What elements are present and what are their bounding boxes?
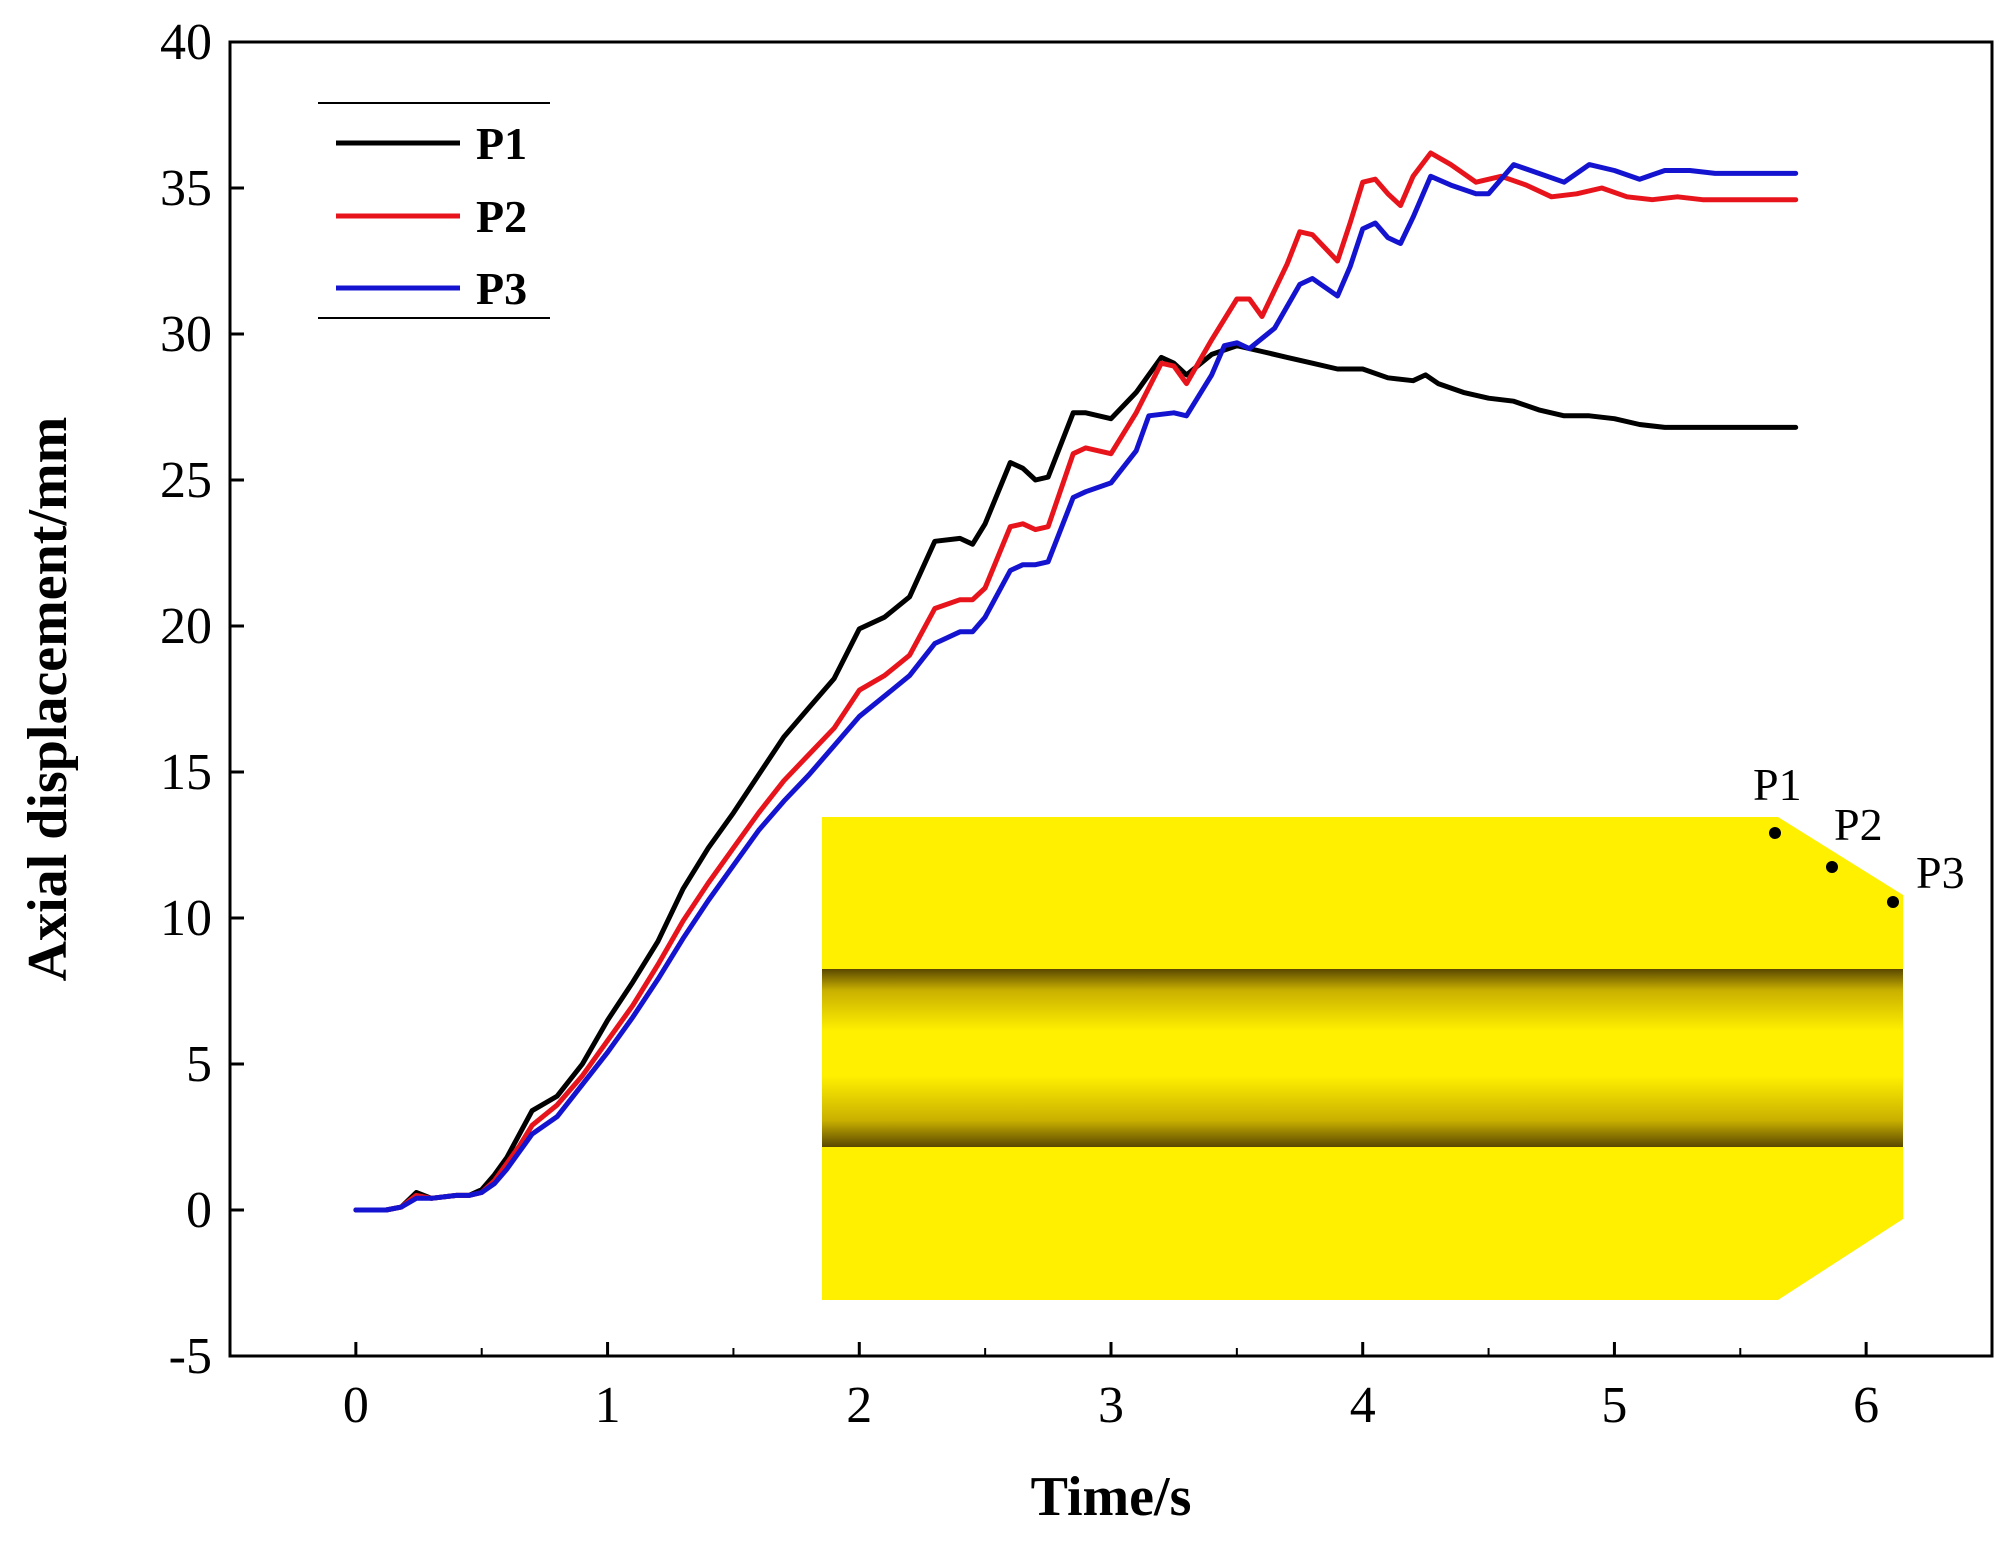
y-tick-label: 5 <box>186 1036 212 1093</box>
inset-point-p1 <box>1769 827 1781 839</box>
inset-point-p2 <box>1826 861 1838 873</box>
legend-label-p2: P2 <box>476 191 527 242</box>
y-tick-label: 25 <box>160 452 212 509</box>
inset-point-p3 <box>1887 896 1899 908</box>
inset-bore <box>822 969 1903 1147</box>
x-axis-ticks: 0 1 2 3 4 5 6 <box>229 1342 1993 1434</box>
series-layer <box>353 150 1799 1213</box>
y-tick-label: 0 <box>186 1182 212 1239</box>
legend: P1 P2 P3 <box>318 102 550 319</box>
series-line-p3 <box>353 162 1799 1213</box>
x-tick-label: 1 <box>595 1377 621 1434</box>
inset-label-p2: P2 <box>1834 799 1883 850</box>
y-tick-label: 30 <box>160 306 212 363</box>
y-tick-label: 35 <box>160 160 212 217</box>
x-tick-label: 3 <box>1098 1377 1124 1434</box>
legend-label-p1: P1 <box>476 118 527 169</box>
x-tick-label: 4 <box>1350 1377 1376 1434</box>
x-axis-title: Time/s <box>1031 1466 1192 1528</box>
y-tick-label: -5 <box>169 1328 212 1385</box>
inset-illustration: P1 P2 P3 <box>822 759 1965 1300</box>
x-tick-label: 2 <box>846 1377 872 1434</box>
y-tick-label: 40 <box>160 14 212 71</box>
y-tick-label: 20 <box>160 598 212 655</box>
y-axis-ticks: -5 0 5 10 15 20 25 30 35 40 <box>160 14 244 1385</box>
series-line-p1 <box>353 343 1799 1213</box>
series-line-p2 <box>353 150 1799 1213</box>
legend-label-p3: P3 <box>476 263 527 314</box>
y-axis-title: Axial displacement/mm <box>17 417 79 982</box>
inset-label-p3: P3 <box>1916 847 1965 898</box>
y-tick-label: 15 <box>160 744 212 801</box>
x-tick-label: 6 <box>1853 1377 1879 1434</box>
y-tick-label: 10 <box>160 890 212 947</box>
x-tick-label: 5 <box>1601 1377 1627 1434</box>
x-tick-label: 0 <box>343 1377 369 1434</box>
inset-label-p1: P1 <box>1753 759 1802 810</box>
